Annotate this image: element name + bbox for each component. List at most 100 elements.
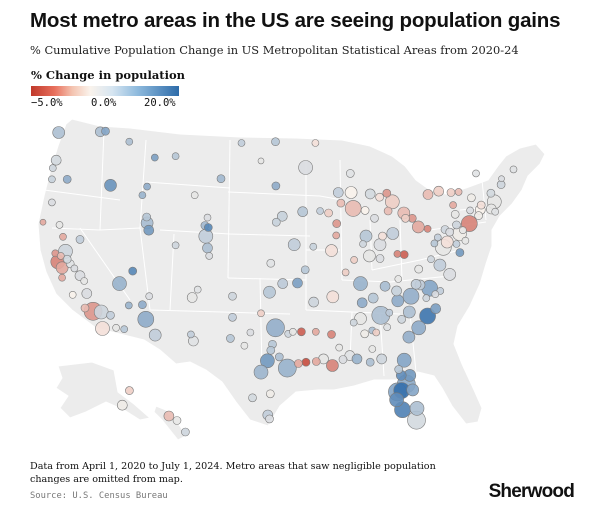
- metro-bubble: [62, 175, 72, 184]
- metro-bubble: [472, 169, 480, 178]
- metro-bubble: [48, 198, 56, 207]
- metro-bubble: [271, 137, 280, 147]
- metro-bubble: [443, 268, 457, 281]
- metro-bubble: [143, 224, 155, 236]
- metro-bubble: [383, 206, 393, 216]
- metro-bubble: [363, 249, 376, 263]
- legend-tick-max: 20.0%: [144, 97, 176, 109]
- metro-bubble: [338, 355, 348, 364]
- metro-bubble: [455, 248, 465, 257]
- metro-bubble: [491, 207, 500, 216]
- metro-bubble: [327, 330, 336, 339]
- brand-logo: Sherwood: [488, 481, 575, 502]
- metro-bubble: [181, 427, 190, 437]
- metro-bubble: [186, 292, 198, 303]
- metro-bubble: [274, 352, 284, 362]
- metro-bubble: [344, 200, 362, 217]
- metro-bubble: [266, 318, 285, 338]
- metro-bubble: [253, 364, 269, 380]
- metro-bubble: [265, 414, 274, 424]
- metro-bubble: [137, 311, 155, 328]
- metro-bubble: [385, 308, 394, 317]
- metro-bubble: [454, 188, 463, 196]
- metro-bubble: [391, 285, 402, 297]
- metro-bubble: [402, 330, 416, 344]
- metro-bubble: [360, 329, 370, 339]
- metro-bubble: [148, 328, 162, 342]
- metro-bubble: [58, 273, 66, 282]
- metro-bubble: [423, 225, 432, 233]
- metro-bubble: [93, 304, 109, 320]
- metro-bubble: [246, 328, 255, 337]
- page-title: Most metro areas in the US are seeing po…: [30, 9, 561, 32]
- metro-bubble: [466, 206, 474, 215]
- metro-bubble: [112, 276, 127, 291]
- metro-bubble: [50, 154, 62, 166]
- metro-bubble: [52, 126, 66, 139]
- metro-bubble: [311, 357, 321, 366]
- metro-bubble: [117, 399, 128, 411]
- metro-bubble: [422, 189, 434, 200]
- metro-bubble: [375, 192, 384, 202]
- metro-bubble: [368, 345, 377, 353]
- metro-bubble: [370, 214, 379, 223]
- metro-bubble: [410, 279, 422, 290]
- metro-bubble: [341, 268, 350, 277]
- metro-bubble: [373, 238, 387, 251]
- metro-bubble: [228, 291, 237, 301]
- metro-bubble: [112, 324, 120, 332]
- metro-bubble: [300, 265, 310, 275]
- metro-bubble: [55, 221, 64, 229]
- metro-bubble: [151, 153, 159, 162]
- metro-bubble: [349, 318, 358, 327]
- metro-bubble: [360, 206, 370, 215]
- metro-bubble: [277, 278, 289, 289]
- metro-bubble: [265, 389, 275, 399]
- legend-title: % Change in population: [31, 68, 185, 82]
- legend-tick-min: −5.0%: [31, 97, 63, 109]
- metro-bubble: [125, 386, 134, 395]
- metro-bubble: [266, 346, 276, 355]
- metro-bubble: [393, 250, 402, 258]
- metro-bubble: [486, 188, 496, 198]
- metro-bubble: [351, 353, 363, 365]
- metro-bubble: [257, 157, 265, 165]
- metro-bubble: [125, 137, 134, 146]
- metro-bubble: [81, 288, 93, 299]
- metro-bubble: [335, 343, 344, 352]
- metro-bubble: [297, 206, 309, 217]
- metro-bubble: [125, 301, 133, 310]
- metro-bubble: [394, 275, 403, 283]
- metro-bubble: [248, 393, 257, 403]
- metro-bubble: [409, 401, 425, 416]
- metro-bubble: [62, 254, 72, 264]
- metro-bubble: [68, 291, 77, 299]
- metro-bubble: [297, 327, 306, 337]
- metro-bubble: [402, 287, 420, 305]
- metro-bubble: [359, 229, 373, 243]
- metro-bubble: [171, 152, 180, 161]
- metro-bubble: [389, 392, 404, 408]
- metro-bubble: [399, 250, 409, 259]
- metro-bubble: [171, 241, 180, 250]
- metro-bubble: [332, 219, 342, 228]
- metro-bubble: [365, 357, 375, 367]
- metro-bubble: [332, 231, 341, 240]
- metro-bubble: [80, 303, 90, 313]
- metro-bubble: [402, 305, 416, 319]
- metro-bubble: [138, 191, 147, 199]
- metro-bubble: [446, 188, 456, 197]
- metro-bubble: [406, 383, 420, 397]
- metro-bubble: [287, 238, 301, 251]
- metro-bubble: [142, 212, 151, 222]
- border-west: [43, 129, 231, 313]
- metro-bubble: [433, 185, 445, 197]
- metro-bubble: [474, 211, 483, 220]
- metro-bubble: [80, 277, 88, 285]
- metro-bubble: [376, 353, 388, 365]
- metro-bubble: [294, 359, 303, 368]
- metro-bubble: [298, 160, 313, 175]
- metro-bubble: [70, 264, 79, 273]
- metro-bubble: [271, 217, 281, 227]
- metro-bubble: [198, 228, 214, 244]
